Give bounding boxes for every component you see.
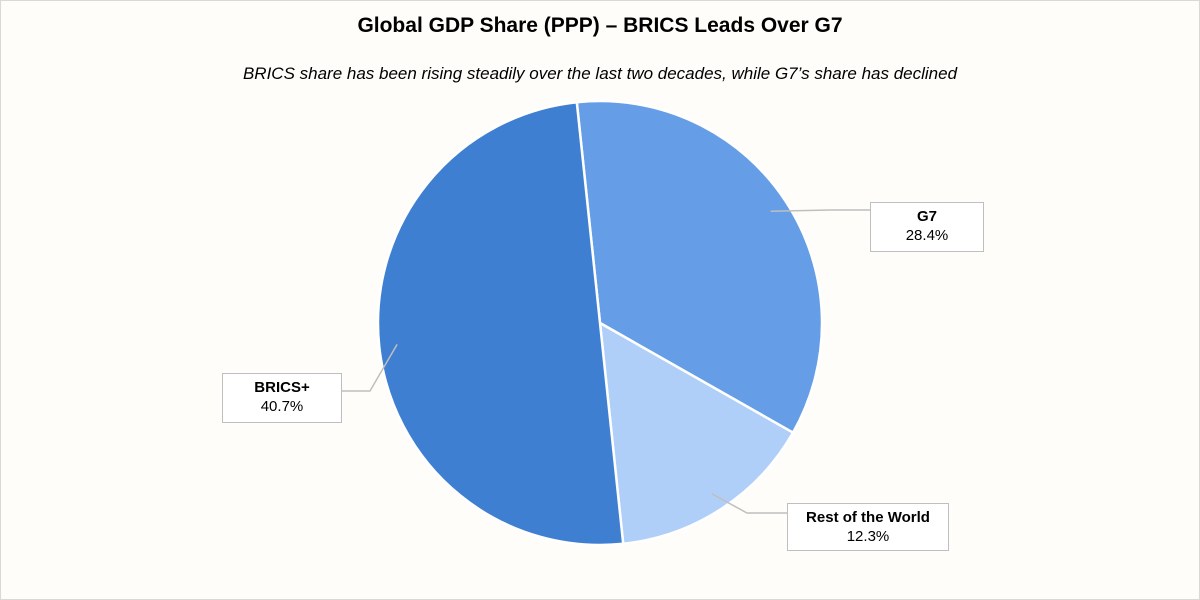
data-label-value: 40.7% xyxy=(260,398,304,415)
pie-slices xyxy=(376,99,824,547)
leader-lines xyxy=(342,209,870,514)
data-label-name: G7 xyxy=(916,208,937,225)
data-label-box: Rest of the World 12.3% xyxy=(787,503,949,551)
chart-title: Global GDP Share (PPP) – BRICS Leads Ove… xyxy=(357,14,843,37)
chart-subtitle: BRICS share has been rising steadily ove… xyxy=(242,64,958,83)
data-label-name: Rest of the World xyxy=(806,509,930,526)
leader-line xyxy=(770,209,870,213)
data-label-name: BRICS+ xyxy=(254,379,310,396)
data-label-box: BRICS+ 40.7% xyxy=(222,373,342,423)
leader-line xyxy=(711,493,787,514)
pie-slice-rest-of-the-world xyxy=(598,321,795,546)
data-label-box: G7 28.4% xyxy=(870,202,984,252)
data-label-value: 12.3% xyxy=(846,528,890,545)
leader-line xyxy=(342,343,398,392)
data-label-value: 28.4% xyxy=(905,227,949,244)
pie-slice-brics xyxy=(376,100,625,547)
pie-slice-g7 xyxy=(575,99,824,434)
